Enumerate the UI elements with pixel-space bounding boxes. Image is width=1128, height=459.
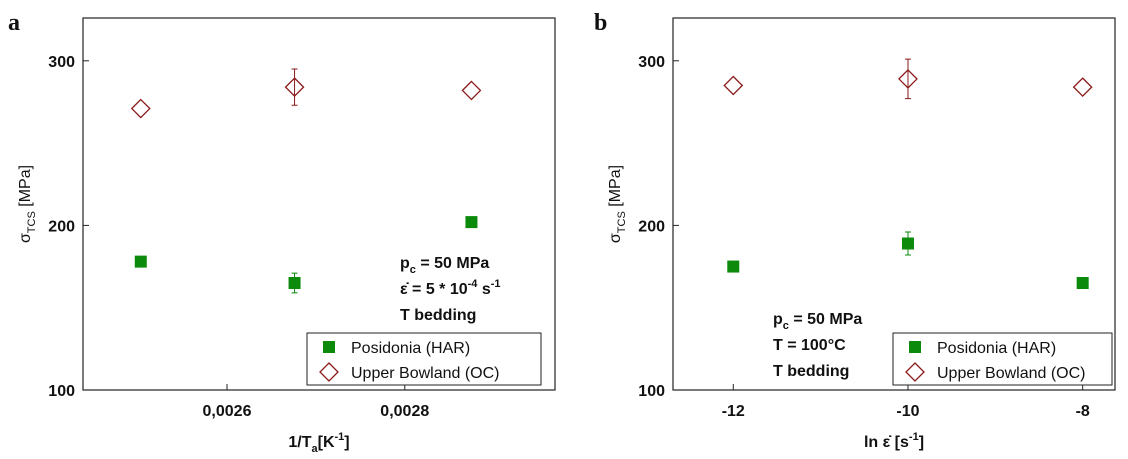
annotation-part: -1 [491, 278, 501, 290]
annotation-part: c [410, 264, 416, 276]
data-point [727, 260, 740, 273]
annotation: T bedding [400, 307, 476, 324]
data-point [130, 98, 151, 119]
panel-label: b [594, 10, 607, 36]
x-axis-label-part: [K [318, 434, 335, 451]
x-axis-label-part: ln ε̇ [s [864, 434, 909, 451]
y-axis-label-part: [MPa] [17, 165, 34, 211]
y-tick-label: 100 [638, 383, 665, 400]
data-point [1076, 277, 1089, 290]
legend-marker [905, 362, 925, 382]
x-tick-label: -12 [722, 403, 745, 420]
y-axis-label-part: TCS [616, 211, 628, 233]
legend-label: Upper Bowland (OC) [351, 365, 500, 382]
x-axis-label: ln ε̇ [s-1] [864, 431, 924, 451]
annotation: T bedding [773, 363, 849, 380]
error-bar [904, 58, 911, 100]
panel-label: a [8, 10, 20, 36]
annotation-part: -4 [468, 278, 479, 290]
x-tick-label: 0,0026 [203, 403, 252, 420]
annotation-part: = 50 MPa [789, 311, 862, 328]
legend-marker [319, 362, 339, 382]
data-point [288, 277, 301, 290]
error-bar [291, 68, 298, 106]
legend-label: Posidonia (HAR) [937, 340, 1056, 357]
annotation-part: c [783, 320, 789, 332]
x-tick-label: -8 [1076, 403, 1090, 420]
x-axis-label-part: a [312, 443, 319, 455]
legend-label: Upper Bowland (OC) [937, 365, 1086, 382]
data-point [134, 255, 147, 268]
data-point [901, 237, 914, 250]
annotation-part: s [477, 281, 490, 298]
x-axis-label-part: -1 [335, 431, 345, 443]
annotation-part: ε̇ [400, 281, 410, 298]
data-point [1072, 77, 1093, 98]
data-point [465, 216, 478, 229]
annotation: ε̇ = 5 * 10-4 s-1 [400, 278, 501, 298]
legend-marker [909, 341, 921, 353]
x-axis-label-part: -1 [909, 431, 919, 443]
x-tick-label: -10 [896, 403, 919, 420]
annotation-part: p [400, 255, 410, 272]
annotation-part: = 5 * 10 [408, 281, 468, 298]
y-tick-label: 300 [48, 54, 75, 71]
data-point [898, 68, 918, 89]
plot-frame [672, 17, 1116, 391]
y-tick-label: 200 [48, 218, 75, 235]
legend-marker [323, 341, 335, 353]
data-point [723, 75, 744, 96]
legend-label: Posidonia (HAR) [351, 340, 470, 357]
x-axis-label-part: ] [919, 434, 924, 451]
y-axis-label-part: [MPa] [607, 165, 624, 211]
x-axis-label-part: 1/T [288, 434, 311, 451]
plot-frame [82, 17, 556, 391]
x-axis-label: 1/Ta[K-1] [288, 431, 349, 455]
annotation-part: T bedding [400, 307, 476, 324]
y-axis-label: σTCS [MPa] [17, 165, 38, 243]
y-tick-label: 300 [638, 54, 665, 71]
y-tick-label: 100 [48, 383, 75, 400]
y-axis-label: σTCS [MPa] [607, 165, 628, 243]
annotation-part: = 50 MPa [416, 255, 489, 272]
y-axis-label-part: σ [17, 233, 34, 243]
data-point [461, 80, 482, 101]
y-tick-label: 200 [638, 218, 665, 235]
x-axis-label-part: ] [344, 434, 349, 451]
annotation-part: T bedding [773, 363, 849, 380]
annotation: T = 100°C [773, 337, 846, 354]
annotation: pc = 50 MPa [400, 255, 489, 276]
annotation-part: p [773, 311, 783, 328]
x-tick-label: 0,0028 [380, 403, 429, 420]
annotation: pc = 50 MPa [773, 311, 862, 332]
data-point [284, 77, 305, 98]
legend-box [306, 332, 542, 386]
y-axis-label-part: TCS [26, 211, 38, 233]
annotation-part: T = 100°C [773, 337, 846, 354]
y-axis-label-part: σ [607, 233, 624, 243]
legend-box [892, 332, 1113, 386]
